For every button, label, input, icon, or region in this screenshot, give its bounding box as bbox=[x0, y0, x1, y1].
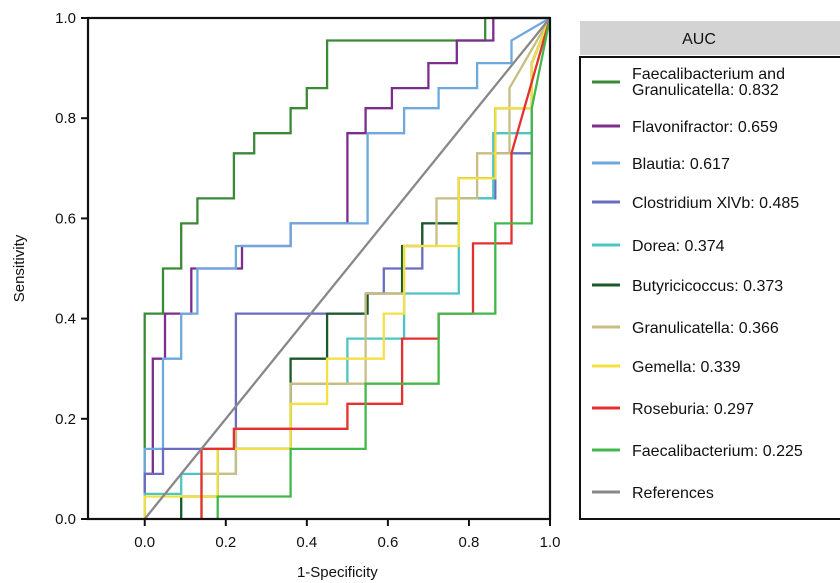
legend-label: Blautia: 0.617 bbox=[632, 156, 730, 173]
plot-lines bbox=[143, 16, 552, 520]
x-tick-label: 0.8 bbox=[459, 534, 480, 551]
series-line-6 bbox=[200, 17, 551, 519]
series-line-0 bbox=[143, 16, 550, 519]
legend-label: References bbox=[632, 485, 714, 502]
legend-label: Granulicatella: 0.832 bbox=[632, 82, 779, 99]
legend: AUC Faecalibacterium andGranulicatella: … bbox=[579, 21, 840, 520]
y-tick-label: 0.0 bbox=[55, 511, 76, 528]
x-tick-label: 1.0 bbox=[540, 534, 561, 551]
y-tick-label: 0.2 bbox=[55, 411, 76, 428]
legend-label: Faecalibacterium and bbox=[632, 66, 785, 83]
x-tick-label: 0.2 bbox=[215, 534, 236, 551]
series-line-9 bbox=[216, 17, 552, 519]
y-tick-label: 0.6 bbox=[55, 210, 76, 227]
y-tick-label: 0.8 bbox=[55, 110, 76, 127]
legend-label: Butyricicoccus: 0.373 bbox=[632, 278, 783, 295]
legend-label: Gemella: 0.339 bbox=[632, 359, 741, 376]
y-axis: 0.0 0.2 0.4 0.6 0.8 1.0 bbox=[55, 10, 88, 528]
legend-box bbox=[579, 56, 840, 520]
series-line-8 bbox=[200, 17, 552, 519]
y-axis-title: Sensitivity bbox=[11, 234, 28, 302]
legend-header: AUC bbox=[682, 31, 716, 48]
x-tick-label: 0.4 bbox=[296, 534, 317, 551]
x-tick-label: 0.0 bbox=[134, 534, 155, 551]
legend-header-background bbox=[580, 21, 840, 55]
series-line-10 bbox=[143, 17, 551, 520]
y-tick-label: 1.0 bbox=[55, 10, 76, 27]
plot-frame bbox=[86, 16, 552, 521]
x-tick-label: 0.6 bbox=[377, 534, 398, 551]
legend-label: Roseburia: 0.297 bbox=[632, 401, 754, 418]
x-axis-title: 1-Specificity bbox=[297, 564, 378, 581]
legend-label: Clostridium XlVb: 0.485 bbox=[632, 195, 799, 212]
legend-label: Faecalibacterium: 0.225 bbox=[632, 443, 803, 460]
legend-label: Granulicatella: 0.366 bbox=[632, 320, 779, 337]
legend-label: Flavonifractor: 0.659 bbox=[632, 119, 778, 136]
legend-label: Dorea: 0.374 bbox=[632, 238, 725, 255]
series-line-2 bbox=[143, 17, 551, 519]
x-axis: 0.0 0.2 0.4 0.6 0.8 1.0 bbox=[134, 519, 560, 551]
y-tick-label: 0.4 bbox=[55, 311, 76, 328]
